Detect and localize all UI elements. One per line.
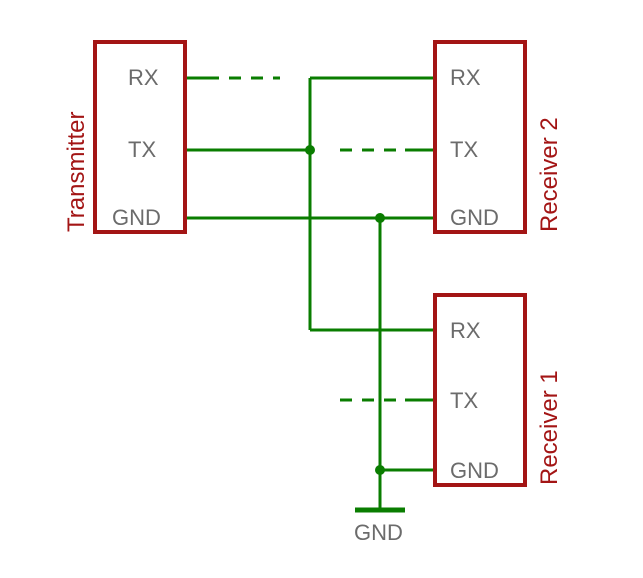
receiver2-pin-label: RX	[450, 65, 481, 90]
transmitter-pin-label: RX	[128, 65, 159, 90]
receiver1-pin-label: GND	[450, 458, 499, 483]
receiver2-pin-label: GND	[450, 205, 499, 230]
schematic-diagram: GND Transmitter RX TX GND Receiver 2 RX TX GND Re…	[0, 0, 643, 578]
transmitter-pin-label: TX	[128, 137, 156, 162]
junction-dot	[375, 213, 385, 223]
receiver1-pin-label: TX	[450, 388, 478, 413]
transmitter-title: Transmitter	[63, 112, 90, 232]
junction-dot	[305, 145, 315, 155]
receiver2-pin-label: TX	[450, 137, 478, 162]
junction-dot	[375, 465, 385, 475]
transmitter-pin-label: GND	[112, 205, 161, 230]
receiver1-pin-label: RX	[450, 318, 481, 343]
gnd-label: GND	[354, 520, 403, 545]
receiver1-title: Receiver 1	[536, 370, 563, 485]
receiver2-title: Receiver 2	[536, 117, 563, 232]
